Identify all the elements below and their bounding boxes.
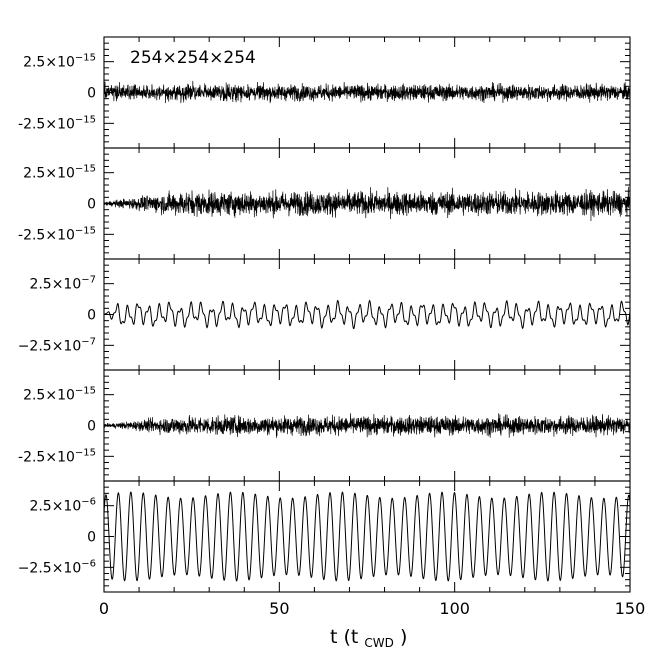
x-axis-label-subscript: CWD — [364, 636, 393, 650]
panel-3: 2.5×10−70−2.5×10−7 — [18, 258, 631, 371]
panel-1-y-tick-label: 2.5×10−15 — [23, 53, 96, 71]
panel-1: 2.5×10−150-2.5×10−15 — [18, 36, 631, 149]
x-tick-labels: 0 50 100 150 — [99, 599, 645, 618]
y-tick-label-exponent: −15 — [75, 164, 96, 175]
x-tick-label: 100 — [439, 599, 470, 618]
y-tick-label-exponent: −15 — [75, 386, 96, 397]
y-tick-label-mantissa: 2.5×10 — [23, 166, 75, 182]
y-tick-label-mantissa: 2.5×10 — [23, 55, 75, 71]
panel-1-series-line — [104, 80, 630, 104]
y-tick-label-exponent: −15 — [75, 114, 96, 125]
x-tick-label: 50 — [269, 599, 289, 618]
y-tick-label-mantissa: 0 — [87, 530, 96, 546]
y-tick-label-mantissa: -2.5×10 — [18, 449, 75, 465]
panel-4: 2.5×10−150-2.5×10−15 — [18, 369, 631, 482]
y-tick-label-exponent: −7 — [81, 275, 96, 286]
panel-1-y-tick-label: 0 — [87, 86, 96, 102]
panels-group: 2.5×10−150-2.5×10−152.5×10−150-2.5×10−15… — [18, 36, 631, 593]
panel-4-y-tick-label: 0 — [87, 419, 96, 435]
y-tick-label-mantissa: 0 — [87, 197, 96, 213]
y-tick-label-mantissa: 0 — [87, 419, 96, 435]
panel-2-y-tick-label: 0 — [87, 197, 96, 213]
y-tick-label-exponent: −6 — [81, 497, 96, 508]
y-tick-label-exponent: −15 — [75, 447, 96, 458]
annotation-label: 254×254×254 — [130, 48, 256, 68]
x-tick-label: 0 — [99, 599, 109, 618]
y-tick-label-mantissa: 2.5×10 — [29, 499, 81, 515]
panel-5-y-tick-label: 2.5×10−6 — [29, 497, 96, 515]
y-tick-label-exponent: −15 — [75, 53, 96, 64]
y-tick-label-mantissa: -2.5×10 — [18, 116, 75, 132]
panel-3-y-tick-label: −2.5×10−7 — [18, 336, 96, 354]
panel-3-y-tick-label: 2.5×10−7 — [29, 275, 96, 293]
panel-2-y-tick-label: 2.5×10−15 — [23, 164, 96, 182]
panel-2: 2.5×10−150-2.5×10−15 — [18, 147, 631, 260]
x-axis-label-close: ) — [400, 626, 407, 648]
y-tick-label-exponent: −15 — [75, 225, 96, 236]
panel-5: 2.5×10−60−2.5×10−6 — [18, 480, 631, 593]
panel-3-y-tick-label: 0 — [87, 308, 96, 324]
panel-5-series-line — [104, 491, 630, 582]
panel-3-series-line — [104, 299, 630, 330]
x-axis-label: t (t CWD ) — [330, 626, 407, 652]
panel-5-y-tick-label: 0 — [87, 530, 96, 546]
panel-2-series-line — [104, 186, 630, 221]
panel-4-y-tick-label: 2.5×10−15 — [23, 386, 96, 404]
x-axis-label-main: t (t — [330, 626, 358, 648]
y-tick-label-mantissa: 2.5×10 — [29, 277, 81, 293]
y-tick-label-mantissa: −2.5×10 — [18, 560, 82, 576]
panel-5-y-tick-label: −2.5×10−6 — [18, 558, 96, 576]
y-tick-label-mantissa: -2.5×10 — [18, 227, 75, 243]
panel-4-series-line — [104, 413, 630, 438]
panel-2-y-tick-label: -2.5×10−15 — [18, 225, 96, 243]
y-tick-label-exponent: −6 — [81, 558, 96, 569]
y-tick-label-mantissa: 0 — [87, 86, 96, 102]
x-tick-label: 150 — [615, 599, 646, 618]
y-tick-label-mantissa: 0 — [87, 308, 96, 324]
y-tick-label-mantissa: −2.5×10 — [18, 338, 82, 354]
panel-4-y-tick-label: -2.5×10−15 — [18, 447, 96, 465]
y-tick-label-exponent: −7 — [81, 336, 96, 347]
y-tick-label-mantissa: 2.5×10 — [23, 388, 75, 404]
panel-1-y-tick-label: -2.5×10−15 — [18, 114, 96, 132]
